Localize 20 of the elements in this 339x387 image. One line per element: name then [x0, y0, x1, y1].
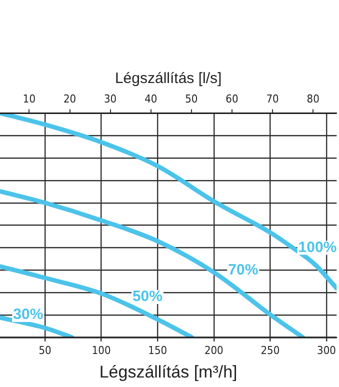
x2-tick-label: 40 [144, 92, 158, 106]
x2-tick-label: 70 [266, 92, 279, 106]
x2-tick-label: 30 [104, 92, 117, 106]
annotation: 50% [132, 288, 162, 306]
annotation: 30% [13, 306, 44, 324]
annotation: 70% [228, 261, 258, 278]
x2-tick-label: 50 [185, 92, 198, 106]
x-tick-label: 250 [260, 344, 280, 357]
x2-tick-label: 20 [63, 92, 76, 106]
x-tick-label: 300 [317, 344, 336, 357]
x-tick-label: 50 [38, 344, 52, 357]
x-tick-label: 200 [204, 344, 224, 357]
annotation: 100% [298, 238, 337, 256]
x2-tick-label: 80 [306, 92, 320, 106]
x-axis-title: Légszállítás [m³/h] [99, 362, 238, 382]
x-tick-label: 150 [148, 344, 168, 357]
x2-tick-label: 60 [226, 92, 238, 106]
x-tick-label: 100 [92, 344, 111, 357]
x2-axis-title: Légszállítás [l/s] [114, 70, 222, 88]
x2-tick-label: 10 [22, 92, 36, 106]
